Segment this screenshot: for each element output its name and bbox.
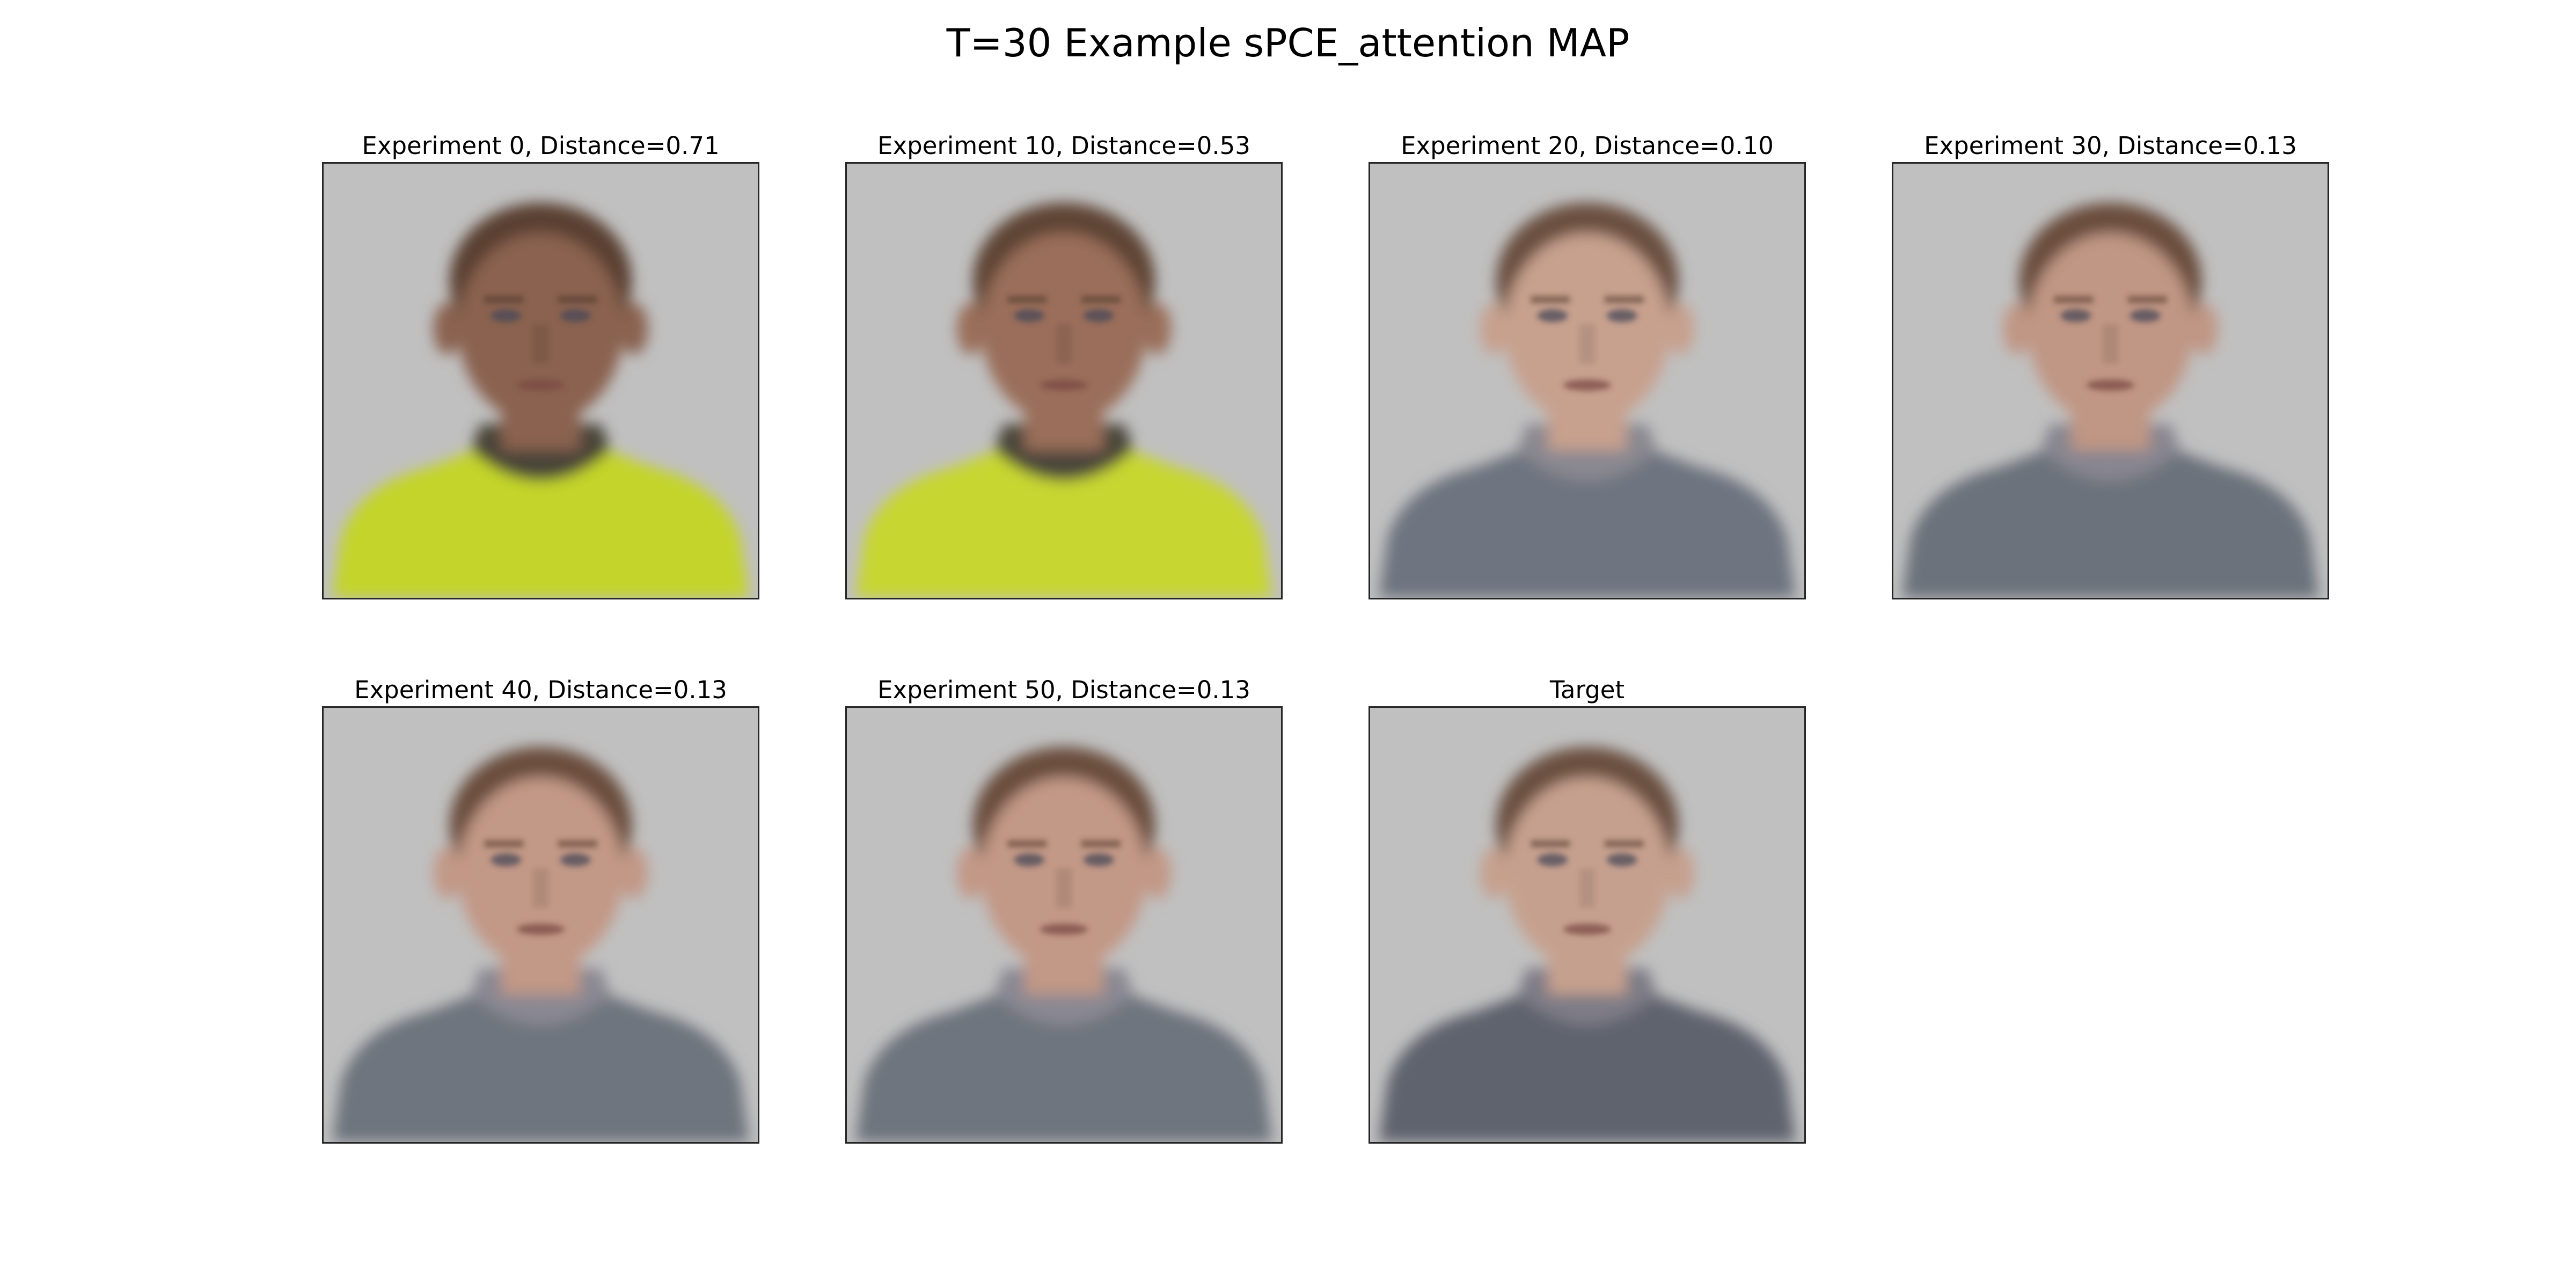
panel-title: Experiment 30, Distance=0.13 — [1924, 131, 2297, 160]
panel-title: Experiment 10, Distance=0.53 — [877, 131, 1250, 160]
panel-title: Experiment 20, Distance=0.10 — [1401, 131, 1774, 160]
panel-title: Experiment 0, Distance=0.71 — [362, 131, 720, 160]
figure-title: T=30 Example sPCE_attention MAP — [946, 20, 1630, 65]
face-image — [845, 706, 1283, 1144]
face-image — [322, 162, 759, 599]
panel-title: Experiment 40, Distance=0.13 — [354, 676, 727, 704]
face-image — [845, 162, 1283, 599]
face-image — [1368, 162, 1806, 599]
panel-title: Experiment 50, Distance=0.13 — [877, 676, 1250, 704]
face-image — [1368, 706, 1806, 1144]
panel-title: Target — [1549, 676, 1625, 704]
face-image — [1892, 162, 2329, 599]
face-image — [322, 706, 759, 1144]
